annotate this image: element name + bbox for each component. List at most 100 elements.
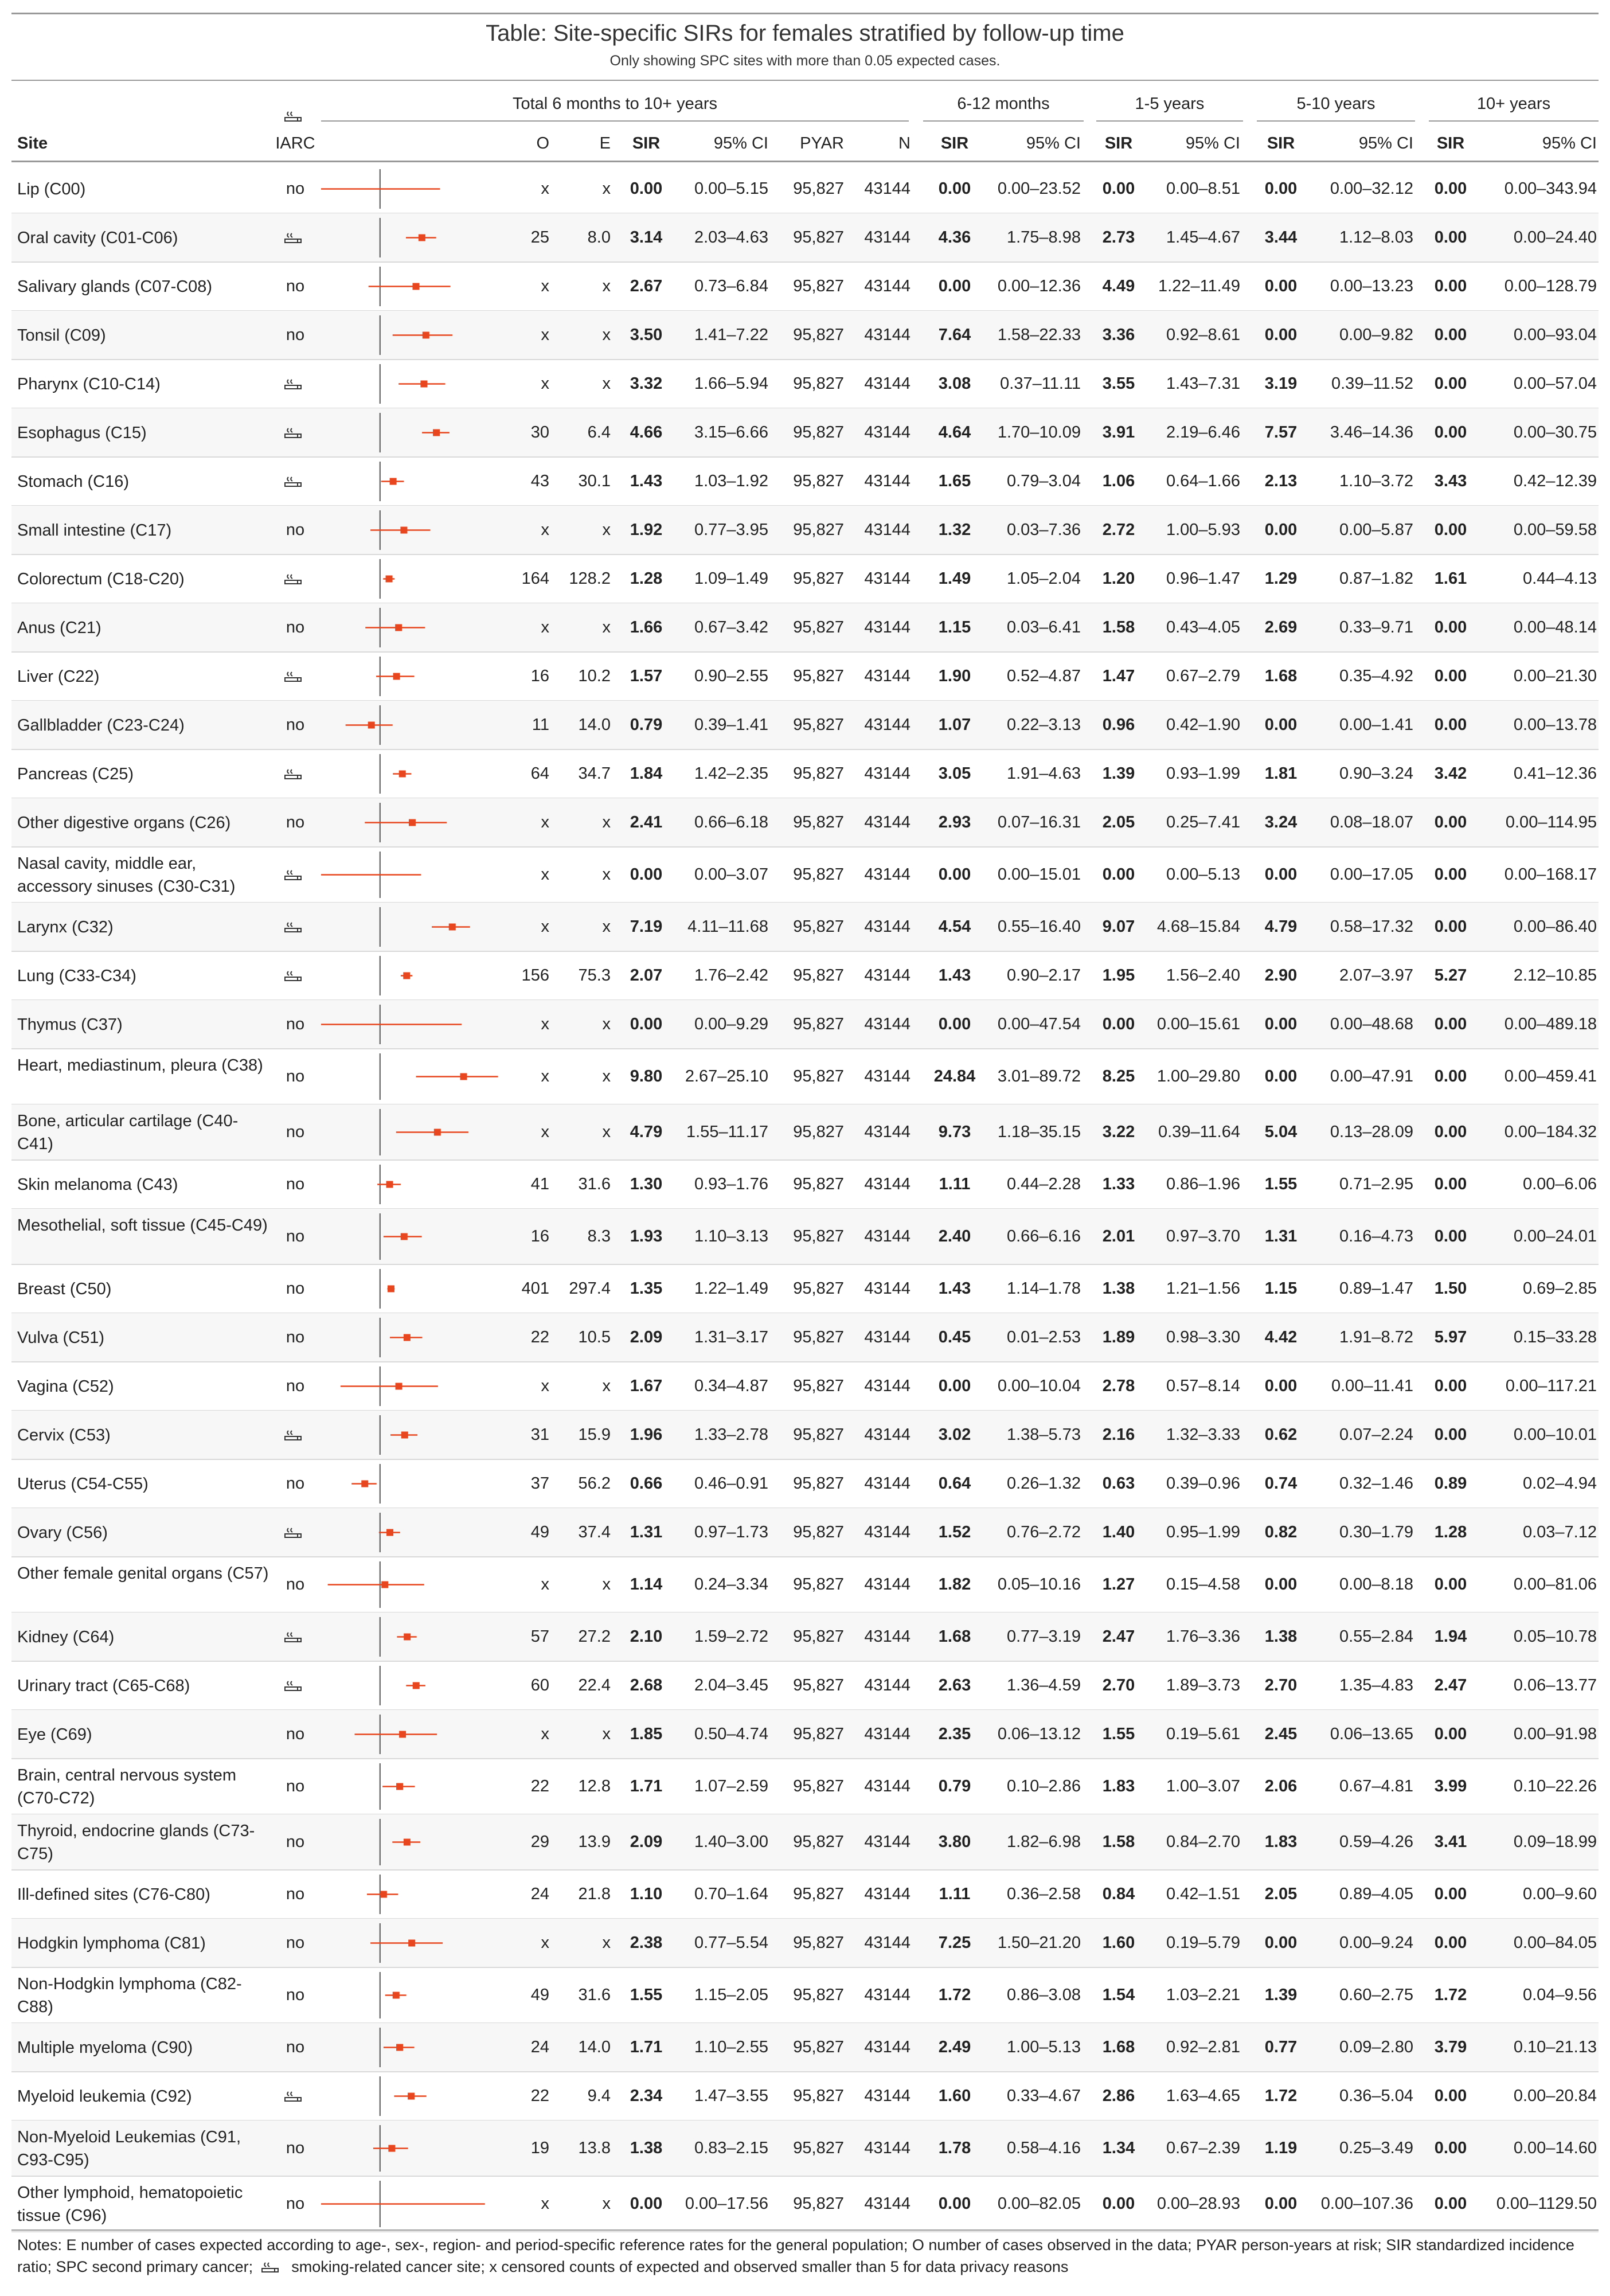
sir-value-2: 1.38	[1102, 1279, 1135, 1298]
ci-value-1: 0.00–23.52	[997, 179, 1081, 198]
ci-value: 1.22–1.49	[694, 1279, 768, 1298]
sir-value-4: 0.00	[1434, 618, 1467, 637]
sir-value-1: 0.00	[938, 2194, 971, 2213]
site-name: Thyroid, endocrine glands (C73-C75)	[17, 1821, 255, 1863]
observed-value: 11	[532, 715, 549, 734]
sir-value-3: 4.79	[1264, 917, 1298, 936]
ci-value-3: 0.00–32.12	[1330, 179, 1413, 198]
iarc-value: no	[286, 2138, 305, 2157]
sir-value-2: 1.47	[1102, 666, 1135, 685]
ci-value-4: 0.00–20.84	[1513, 2086, 1597, 2105]
ci-value-4: 0.15–33.28	[1513, 1327, 1597, 1346]
table-row	[11, 213, 1599, 262]
iarc-value: no	[286, 1575, 305, 1594]
observed-value: x	[541, 374, 550, 393]
smoking-icon	[284, 427, 307, 441]
pyar-value: 95,827	[793, 966, 844, 985]
table-subtitle: Only showing SPC sites with more than 0.…	[609, 53, 1001, 69]
sir-point	[403, 1334, 411, 1341]
ci-value-3: 0.00–9.82	[1339, 325, 1413, 344]
smoking-icon	[261, 2257, 284, 2272]
smoking-icon	[284, 1631, 307, 1645]
site-name: Tonsil (C09)	[17, 326, 106, 345]
site-name: Ill-defined sites (C76-C80)	[17, 1885, 210, 1904]
site-name: Pancreas (C25)	[17, 764, 134, 783]
site-name: Heart, mediastinum, pleura (C38)	[17, 1056, 263, 1075]
ci-value-2: 0.00–28.93	[1156, 2194, 1240, 2213]
ci-value-3: 0.67–4.81	[1339, 1776, 1413, 1795]
ci-value-3: 0.00–47.91	[1330, 1067, 1413, 1085]
ci-value-2: 0.95–1.99	[1166, 1522, 1240, 1541]
sir-point	[387, 1285, 394, 1293]
sir-value-4: 0.00	[1434, 1933, 1467, 1952]
col-header-n: N	[898, 134, 910, 153]
ci-value-4: 0.06–13.77	[1513, 1676, 1597, 1694]
sir-value-2: 1.60	[1102, 1933, 1135, 1952]
ci-value-2: 0.39–11.64	[1158, 1122, 1240, 1141]
ci-value-2: 0.15–4.58	[1166, 1575, 1240, 1594]
sir-value-1: 3.05	[938, 764, 971, 783]
sir-value-3: 1.83	[1264, 1832, 1298, 1851]
n-value: 43144	[864, 1227, 910, 1245]
observed-value: 43	[530, 471, 549, 490]
site-name: Ovary (C56)	[17, 1523, 108, 1542]
n-value: 43144	[864, 917, 910, 936]
sir-value-3: 0.00	[1264, 715, 1298, 734]
sir-value-4: 1.61	[1434, 569, 1467, 588]
group-header-g4: 10+ years	[1476, 95, 1551, 113]
sir-point	[396, 2044, 404, 2051]
ci-value: 1.09–1.49	[694, 569, 768, 588]
sir-point	[412, 1682, 420, 1689]
sir-value-2: 4.49	[1102, 276, 1135, 295]
ci-value-3: 1.35–4.83	[1339, 1676, 1413, 1694]
sir-value-4: 0.00	[1434, 179, 1467, 198]
sir-value-3: 0.00	[1264, 865, 1298, 884]
observed-value: 401	[521, 1279, 549, 1298]
ci-value-3: 3.46–14.36	[1330, 423, 1413, 442]
expected-value: 13.9	[578, 1832, 611, 1851]
expected-value: x	[602, 1933, 611, 1952]
ci-value: 0.83–2.15	[694, 2138, 768, 2157]
ci-value: 0.66–6.18	[694, 813, 768, 831]
pyar-value: 95,827	[793, 325, 844, 344]
sir-value: 1.28	[630, 569, 663, 588]
ci-value: 0.77–5.54	[694, 1933, 768, 1952]
group-rule-total	[321, 120, 909, 122]
ci-value-3: 0.32–1.46	[1339, 1474, 1413, 1493]
smoking-icon	[284, 869, 307, 883]
sir-value: 9.80	[630, 1067, 663, 1085]
group-header-total: Total 6 months to 10+ years	[512, 95, 718, 113]
n-value: 43144	[864, 1627, 910, 1646]
iarc-value: no	[286, 1014, 305, 1033]
pyar-value: 95,827	[793, 1122, 844, 1141]
expected-value: 27.2	[578, 1627, 611, 1646]
sir-value: 4.66	[630, 423, 663, 442]
ci-value: 0.67–3.42	[694, 618, 768, 637]
sir-value: 3.50	[630, 325, 663, 344]
sir-value: 1.93	[630, 1227, 663, 1245]
observed-value: 64	[530, 764, 549, 783]
sir-value: 2.38	[630, 1933, 663, 1952]
sir-value: 1.85	[630, 1724, 663, 1743]
row-divider	[11, 1758, 1599, 1759]
table-row	[11, 903, 1599, 951]
sir-value: 2.09	[630, 1327, 663, 1346]
ci-value-3: 0.00–48.68	[1330, 1014, 1413, 1033]
smoking-icon	[284, 476, 307, 490]
ci-value-3: 0.00–5.87	[1339, 520, 1413, 539]
ci-value: 0.24–3.34	[694, 1575, 768, 1594]
site-name: Thymus (C37)	[17, 1015, 123, 1034]
sir-value-1: 1.90	[938, 666, 971, 685]
pyar-value: 95,827	[793, 715, 844, 734]
col-header-sir: SIR	[632, 134, 661, 153]
ci-value-2: 1.76–3.36	[1166, 1627, 1240, 1646]
ci-value-3: 1.10–3.72	[1339, 471, 1413, 490]
sir-value-2: 1.33	[1102, 1174, 1135, 1193]
sir-value: 2.68	[630, 1676, 663, 1694]
n-value: 43144	[864, 1014, 910, 1033]
ci-value-2: 0.42–1.90	[1166, 715, 1240, 734]
ci-value-2: 0.00–5.13	[1166, 865, 1240, 884]
ci-value-2: 1.89–3.73	[1166, 1676, 1240, 1694]
expected-value: x	[602, 1122, 611, 1141]
sir-value-3: 0.00	[1264, 1376, 1298, 1395]
